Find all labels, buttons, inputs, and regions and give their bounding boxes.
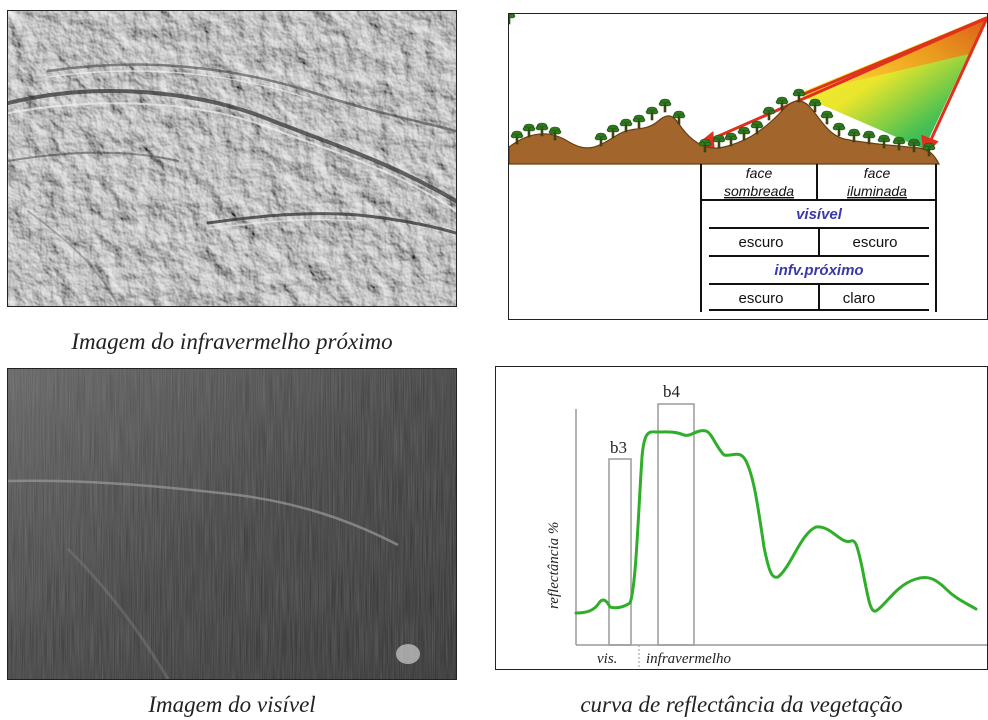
- y-axis-label: reflectância %: [546, 522, 562, 609]
- reflectance-curve: [574, 429, 978, 615]
- band-b3-box: [608, 458, 632, 646]
- nir-lit-value: claro: [843, 290, 876, 307]
- light-rays: [693, 16, 987, 157]
- nir-shaded-value: escuro: [738, 290, 783, 307]
- region-vis-label: vis.: [597, 651, 617, 667]
- face-lit-line2: iluminada: [847, 183, 907, 199]
- band-b4-label: b4: [663, 382, 681, 401]
- visible-band-label: visível: [796, 206, 843, 223]
- terrain-illumination-diagram: face sombreada face iluminada visível in…: [508, 13, 988, 320]
- nir-band-label: infv.próximo: [774, 262, 863, 279]
- reflectance-curve-caption: curva de reflectância da vegetação: [580, 692, 903, 717]
- nir-image-caption: Imagem do infravermelho próximo: [71, 329, 393, 354]
- visible-image: [7, 368, 457, 680]
- face-lit-line1: face: [864, 165, 891, 181]
- nir-image: [7, 10, 457, 307]
- visible-image-caption: Imagem do visível: [148, 692, 316, 717]
- terrain-soil: [509, 100, 940, 165]
- band-b4-box: [657, 403, 695, 646]
- band-b3-label: b3: [610, 438, 627, 457]
- face-shaded-line2: sombreada: [724, 183, 794, 199]
- face-shaded-line1: face: [746, 165, 773, 181]
- region-nir-label: infravermelho: [646, 651, 731, 667]
- visible-lit-value: escuro: [852, 234, 897, 251]
- visible-shaded-value: escuro: [738, 234, 783, 251]
- trees: [509, 14, 936, 157]
- reflectance-curve-diagram: b3 b4 vis. infravermelho reflectância %: [495, 366, 988, 670]
